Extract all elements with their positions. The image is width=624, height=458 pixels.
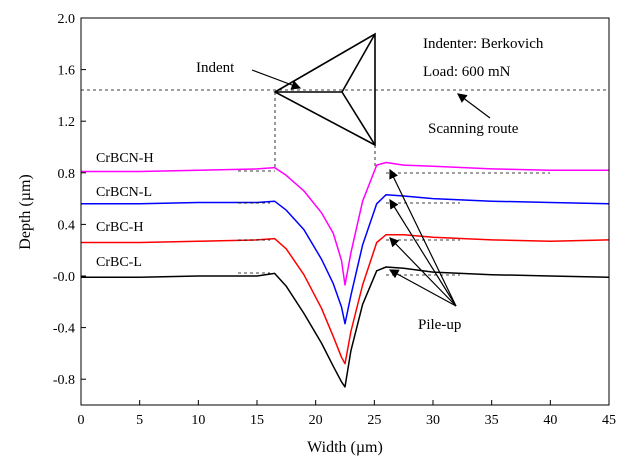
x-tick-label: 25 [367, 413, 381, 428]
x-tick-label: 15 [250, 413, 264, 428]
x-tick-label: 20 [309, 413, 323, 428]
x-tick-label: 5 [136, 413, 143, 428]
load-annotation: Load: 600 mN [423, 64, 511, 80]
x-tick-label: 30 [426, 413, 440, 428]
x-tick-label: 0 [78, 413, 85, 428]
annotation-arrows [251, 69, 491, 307]
series-label-crbcn-l: CrBCN-L [96, 185, 152, 200]
plot-frame [80, 17, 610, 406]
berkovich-indent-icon [273, 32, 376, 147]
pile-up-arrow-2 [389, 198, 457, 307]
pile-up-arrow-1 [389, 168, 457, 307]
y-tick-label: 0.4 [58, 218, 76, 233]
pile-up-annotation: Pile-up [418, 317, 461, 333]
scanning-route-annotation: Scanning route [428, 121, 519, 137]
scanning-route-guides [81, 89, 609, 170]
y-tick-label: -0.4 [53, 322, 75, 337]
x-axis-title: Width (µm) [307, 439, 383, 456]
series-label-crbcn-h: CrBCN-H [96, 151, 154, 166]
y-tick-label: 2.0 [58, 12, 76, 27]
y-tick-label: -0.0 [53, 270, 75, 285]
series-line-crbcn-l [81, 193, 610, 325]
y-tick-label: 1.6 [58, 64, 76, 79]
series-line-crbcn-h [81, 161, 609, 286]
scanning-route-arrow [457, 93, 491, 119]
y-tick-label: -0.8 [53, 373, 75, 388]
pile-up-arrow-3 [389, 237, 457, 307]
y-tick-label: 0.8 [58, 167, 76, 182]
indenter-annotation: Indenter: Berkovich [423, 36, 544, 52]
indent-arrow [251, 69, 302, 90]
indent-annotation: Indent [196, 60, 235, 76]
series-line-crbc-h [81, 233, 610, 365]
y-axis-title: Depth (µm) [17, 174, 34, 249]
ticks-layer: 0 5 10 15 20 25 30 35 40 45 -0.8 -0.4 -0.0 0.4 0.8 1.2 1… [53, 12, 616, 428]
pile-up-arrow-4 [388, 269, 457, 307]
x-tick-label: 45 [602, 413, 616, 428]
x-tick-label: 40 [543, 413, 557, 428]
series-label-crbc-l: CrBC-L [96, 255, 142, 270]
x-tick-label: 35 [485, 413, 499, 428]
plot-layer [81, 161, 610, 388]
x-tick-label: 10 [191, 413, 205, 428]
baseline-reference-dashes [238, 170, 550, 276]
y-tick-label: 1.2 [58, 115, 76, 130]
series-line-crbc-l [81, 266, 610, 388]
series-label-crbc-h: CrBC-H [96, 220, 143, 235]
